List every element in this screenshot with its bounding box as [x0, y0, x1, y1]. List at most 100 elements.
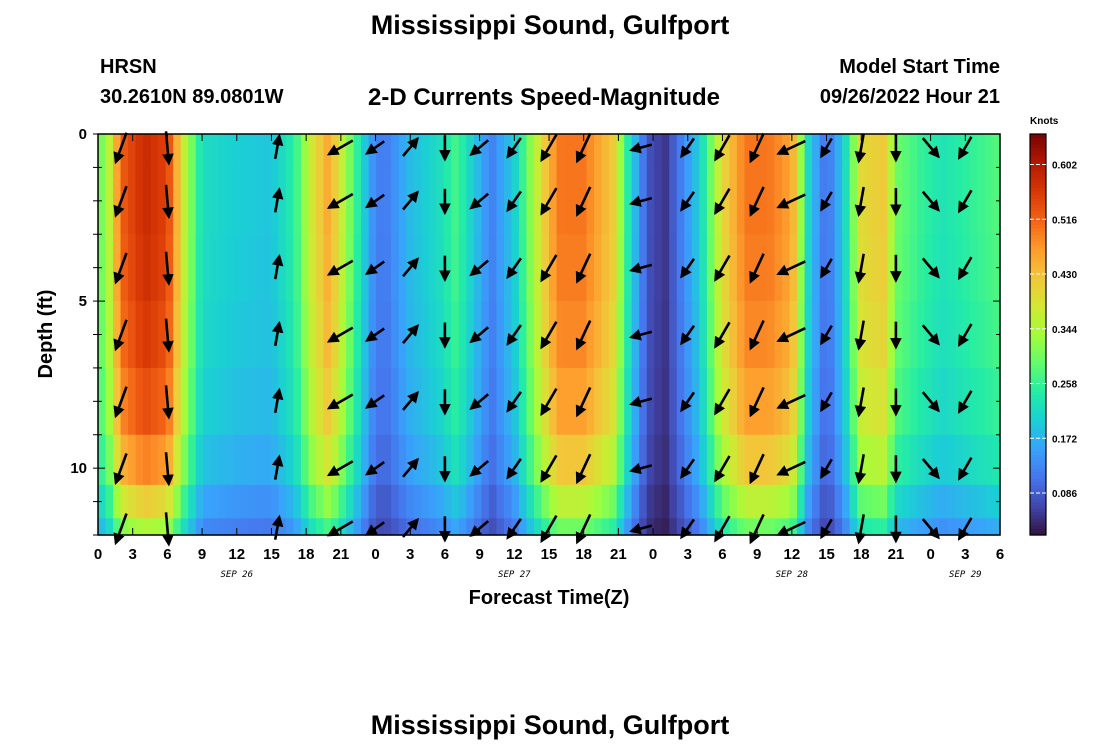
current-vector: [958, 256, 973, 281]
heatmap-cell: [496, 434, 505, 486]
heatmap-cell: [721, 484, 730, 519]
heatmap-cell: [864, 367, 873, 436]
heatmap-cell: [586, 434, 595, 486]
colorbar-segment: [1030, 144, 1046, 148]
heatmap-cell: [451, 367, 460, 436]
heatmap-cell: [443, 301, 452, 369]
colorbar-segment: [1030, 281, 1046, 285]
heatmap-cell: [609, 484, 618, 519]
station-id: HRSN: [100, 56, 157, 78]
heatmap-cell: [586, 134, 595, 169]
x-tick-label: 15: [541, 546, 558, 563]
station-coordinates: 30.2610N 89.0801W: [100, 86, 284, 108]
heatmap-cell: [105, 518, 114, 536]
heatmap-cell: [969, 518, 979, 536]
heatmap-cell: [248, 167, 257, 235]
heatmap-cell: [270, 367, 279, 436]
heatmap-cell: [323, 234, 332, 302]
heatmap-cell: [797, 518, 806, 536]
colorbar-segment: [1030, 284, 1046, 289]
heatmap-cell: [909, 518, 918, 536]
heatmap-cell: [616, 167, 625, 235]
heatmap-cell: [383, 434, 392, 486]
heatmap-cell: [564, 234, 573, 302]
heatmap-cell: [240, 301, 249, 369]
heatmap-cell: [338, 434, 347, 486]
heatmap-cell: [481, 301, 490, 369]
heatmap-cell: [285, 367, 295, 436]
heatmap-cell: [609, 367, 618, 436]
current-vector: [714, 455, 731, 483]
colorbar-segment: [1030, 167, 1046, 172]
current-vector: [714, 134, 731, 162]
heatmap-cell: [105, 301, 114, 369]
heatmap-cell: [744, 167, 753, 235]
heatmap-cell: [511, 484, 520, 519]
heatmap-cell: [270, 167, 279, 235]
colorbar-segment: [1030, 307, 1046, 312]
heatmap-cell: [218, 434, 227, 486]
heatmap-cell: [789, 134, 798, 169]
heatmap-cell: [188, 301, 197, 369]
heatmap-cell: [323, 301, 332, 369]
heatmap-cell: [338, 484, 347, 519]
current-vector: [162, 184, 174, 220]
colorbar-segment: [1030, 157, 1046, 162]
heatmap-cell: [428, 234, 437, 302]
heatmap-cell: [864, 518, 873, 536]
colorbar-segment: [1030, 441, 1046, 446]
colorbar-segment: [1030, 458, 1046, 463]
heatmap-cell: [263, 434, 272, 486]
heatmap-cell: [849, 518, 858, 536]
heatmap-cell: [308, 484, 317, 519]
heatmap-cell: [158, 167, 167, 235]
colorbar-segment: [1030, 384, 1046, 389]
heatmap-cell: [413, 301, 422, 369]
heatmap-cell: [255, 484, 264, 519]
heatmap-cell: [165, 434, 174, 486]
heatmap-cell: [954, 518, 964, 536]
current-vector: [271, 253, 284, 280]
heatmap-cell: [827, 518, 836, 536]
heatmap-cell: [466, 301, 475, 369]
current-vector: [680, 257, 696, 279]
heatmap-cell: [984, 167, 994, 235]
heatmap-cell: [932, 367, 941, 436]
heatmap-cell: [541, 301, 550, 369]
heatmap-cell: [113, 367, 122, 436]
heatmap-cell: [353, 518, 362, 536]
current-vector: [402, 457, 420, 478]
heatmap-cell: [323, 167, 332, 235]
heatmap-cell: [721, 167, 730, 235]
heatmap-cell: [128, 234, 137, 302]
current-vector: [820, 137, 833, 159]
current-vector: [402, 324, 420, 344]
heatmap-cell: [594, 301, 603, 369]
colorbar-segment: [1030, 508, 1046, 513]
heatmap-cell: [624, 234, 633, 302]
heatmap-cell: [503, 434, 513, 486]
heatmap-cell: [150, 484, 159, 519]
heatmap-cell: [346, 484, 355, 519]
heatmap-cell: [240, 484, 249, 519]
heatmap-cell: [165, 484, 174, 519]
heatmap-cell: [864, 484, 873, 519]
heatmap-cell: [263, 167, 272, 235]
heatmap-cell: [195, 484, 204, 519]
heatmap-cell: [564, 367, 573, 436]
heatmap-cell: [962, 434, 971, 486]
heatmap-cell: [804, 301, 813, 369]
heatmap-cell: [300, 167, 310, 235]
current-vector: [540, 321, 558, 350]
heatmap-cell: [669, 301, 678, 369]
heatmap-cell: [233, 234, 242, 302]
heatmap-cell: [143, 367, 152, 436]
heatmap-cell: [293, 301, 302, 369]
heatmap-cell: [180, 167, 189, 235]
heatmap-cell: [609, 234, 618, 302]
heatmap-cell: [466, 167, 475, 235]
product-title: 2-D Currents Speed-Magnitude: [368, 84, 721, 111]
heatmap-cell: [173, 167, 182, 235]
colorbar-segment: [1030, 367, 1046, 372]
x-tick-label: 3: [961, 546, 969, 563]
